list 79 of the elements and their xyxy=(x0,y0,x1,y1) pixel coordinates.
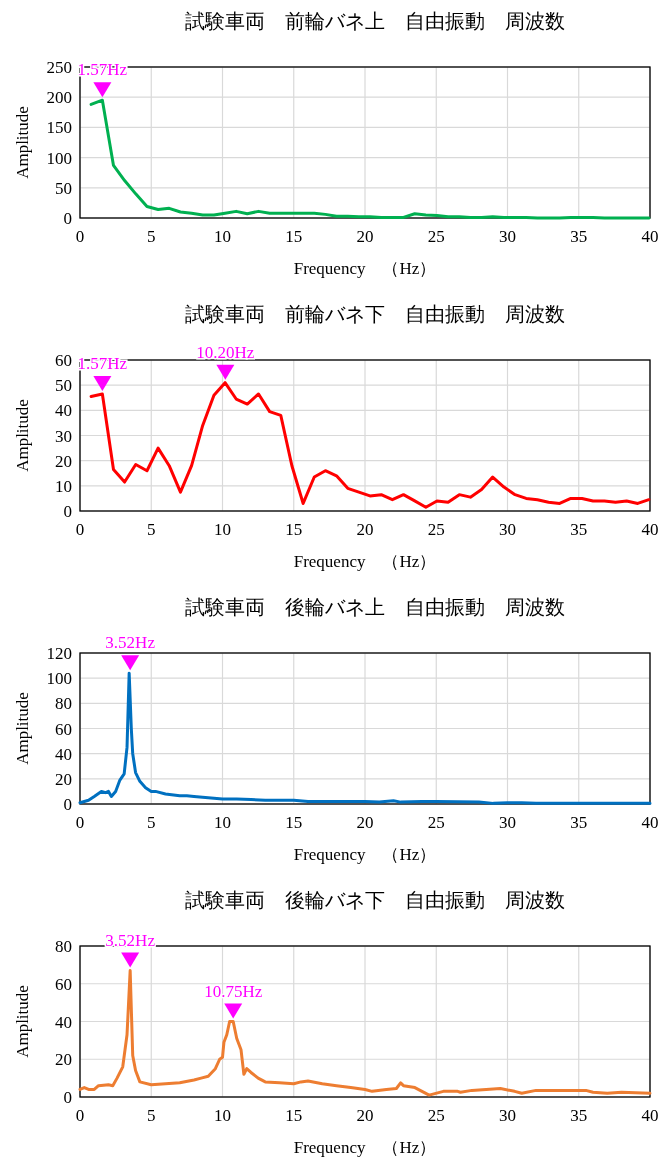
x-tick-label: 10 xyxy=(214,520,231,539)
x-tick-label: 35 xyxy=(570,813,588,832)
x-tick-label: 0 xyxy=(75,227,85,246)
chart-title: 試験車両 後輪バネ下 自由振動 周波数 xyxy=(185,889,565,911)
y-axis-title: Amplitude xyxy=(13,985,32,1058)
y-tick-label: 80 xyxy=(55,694,72,714)
x-tick-label: 0 xyxy=(75,1106,85,1125)
x-axis-title: Frequency （Hz） xyxy=(293,552,437,571)
line-series xyxy=(89,381,651,509)
y-tick-label: 10 xyxy=(55,476,72,496)
y-tick-label: 30 xyxy=(55,426,72,446)
y-tick-label: 100 xyxy=(46,669,72,689)
x-tick-label: 40 xyxy=(641,520,659,539)
y-axis-title: Amplitude xyxy=(13,399,32,472)
x-tick-label: 35 xyxy=(570,1106,588,1125)
x-tick-label: 30 xyxy=(499,227,516,246)
x-tick-label: 0 xyxy=(75,520,85,539)
x-axis-title: Frequency （Hz） xyxy=(293,1138,437,1157)
x-tick-label: 5 xyxy=(147,227,156,246)
x-tick-label: 15 xyxy=(285,813,303,832)
y-tick-label: 20 xyxy=(55,769,72,789)
x-tick-label: 20 xyxy=(356,1106,374,1125)
y-tick-label: 20 xyxy=(55,451,72,471)
y-tick-label: 40 xyxy=(55,744,72,764)
x-axis-title: Frequency （Hz） xyxy=(293,845,437,864)
y-tick-label: 250 xyxy=(46,58,72,77)
x-tick-label: 10 xyxy=(214,227,231,246)
y-tick-label: 50 xyxy=(55,376,72,396)
x-tick-label: 5 xyxy=(147,813,156,832)
chart-title: 試験車両 後輪バネ上 自由振動 周波数 xyxy=(185,596,565,618)
y-tick-label: 150 xyxy=(46,118,72,138)
y-tick-label: 0 xyxy=(63,502,72,521)
y-tick-label: 0 xyxy=(63,209,72,228)
x-tick-label: 40 xyxy=(641,1106,659,1125)
x-tick-label: 30 xyxy=(499,520,516,539)
y-axis-title: Amplitude xyxy=(13,692,32,765)
x-tick-label: 20 xyxy=(356,227,374,246)
x-tick-label: 20 xyxy=(356,520,374,539)
annotation: 3.52Hz xyxy=(105,633,156,653)
x-tick-label: 5 xyxy=(147,520,156,539)
annotation: 10.20Hz xyxy=(196,342,255,362)
annotation: 3.52Hz xyxy=(105,930,156,950)
x-tick-label: 40 xyxy=(641,813,659,832)
y-tick-label: 60 xyxy=(55,719,72,739)
x-tick-label: 5 xyxy=(147,1106,156,1125)
y-tick-label: 200 xyxy=(46,88,72,108)
y-tick-label: 120 xyxy=(46,644,72,663)
y-tick-label: 40 xyxy=(55,1012,72,1032)
x-tick-label: 25 xyxy=(427,1106,445,1125)
x-tick-label: 30 xyxy=(499,813,516,832)
x-tick-label: 0 xyxy=(75,813,85,832)
x-tick-label: 35 xyxy=(570,520,588,539)
y-tick-label: 0 xyxy=(63,795,72,814)
y-tick-label: 60 xyxy=(55,974,72,994)
line-series xyxy=(89,98,651,220)
y-tick-label: 100 xyxy=(46,148,72,168)
x-tick-label: 25 xyxy=(427,227,445,246)
y-axis-title: Amplitude xyxy=(13,106,32,179)
x-axis-title: Frequency （Hz） xyxy=(293,259,437,278)
y-tick-label: 60 xyxy=(55,351,72,370)
x-tick-label: 20 xyxy=(356,813,374,832)
x-tick-label: 30 xyxy=(499,1106,516,1125)
chart-title: 試験車両 前輪バネ上 自由振動 周波数 xyxy=(185,10,565,32)
y-tick-label: 40 xyxy=(55,401,72,421)
annotation: 10.75Hz xyxy=(204,981,263,1001)
y-tick-label: 20 xyxy=(55,1050,72,1070)
y-tick-label: 0 xyxy=(63,1088,72,1107)
x-tick-label: 15 xyxy=(285,520,303,539)
x-tick-label: 25 xyxy=(427,520,445,539)
x-tick-label: 10 xyxy=(214,1106,231,1125)
x-tick-label: 25 xyxy=(427,813,445,832)
x-tick-label: 15 xyxy=(285,227,303,246)
x-tick-label: 10 xyxy=(214,813,231,832)
x-tick-label: 40 xyxy=(641,227,659,246)
y-tick-label: 50 xyxy=(55,178,72,198)
x-tick-label: 15 xyxy=(285,1106,303,1125)
x-tick-label: 35 xyxy=(570,227,588,246)
chart-title: 試験車両 前輪バネ下 自由振動 周波数 xyxy=(185,303,565,325)
y-tick-label: 80 xyxy=(55,937,72,956)
